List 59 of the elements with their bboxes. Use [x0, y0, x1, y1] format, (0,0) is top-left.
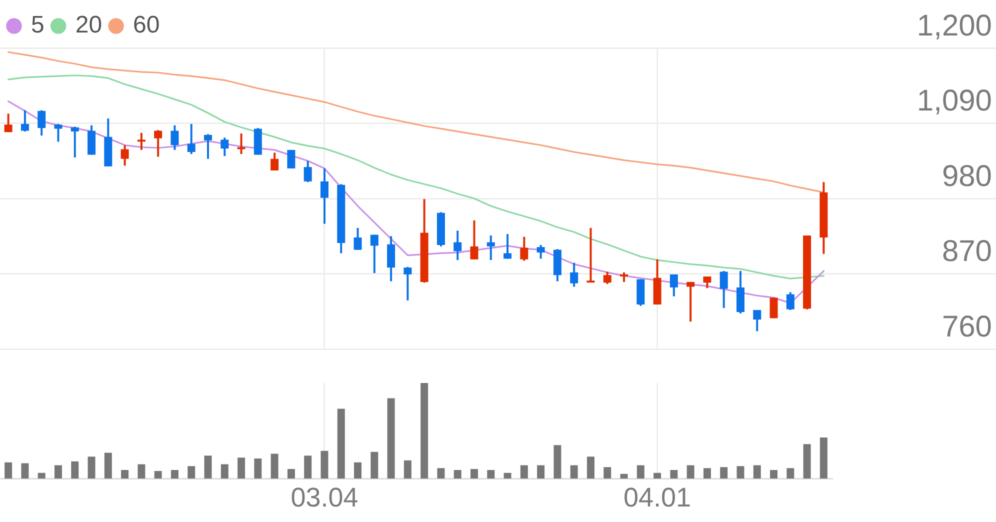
bar — [420, 383, 428, 479]
bar — [820, 437, 828, 479]
bar — [337, 408, 345, 479]
bar — [586, 456, 594, 479]
bar — [370, 452, 378, 479]
bar — [238, 458, 246, 479]
bar — [254, 458, 262, 479]
bar — [138, 464, 146, 479]
bar — [354, 462, 362, 479]
bar — [537, 465, 545, 479]
bar — [121, 470, 129, 479]
bar — [636, 465, 644, 479]
bar — [753, 465, 761, 479]
bar — [38, 472, 46, 479]
bar — [304, 456, 312, 479]
bar — [604, 467, 612, 479]
bar — [154, 470, 162, 479]
bar — [554, 445, 562, 479]
bar — [570, 465, 578, 479]
bar — [504, 472, 512, 479]
bar — [803, 444, 811, 479]
bar — [670, 470, 678, 479]
y-tick-label: 760 — [942, 310, 992, 344]
x-tick-label: 03.04 — [290, 482, 358, 512]
bar — [88, 456, 96, 479]
legend-label: 5 — [31, 12, 44, 39]
y-tick-label: 1,090 — [916, 84, 992, 118]
x-tick-label: 04.01 — [623, 482, 692, 512]
bar — [770, 470, 778, 479]
bar — [54, 465, 62, 479]
bar — [454, 470, 462, 479]
bar — [437, 468, 445, 479]
bar — [654, 472, 662, 479]
bar — [71, 461, 79, 479]
bar — [736, 466, 744, 479]
bar — [170, 470, 178, 479]
y-tick-label: 1,200 — [916, 9, 992, 42]
bar — [220, 464, 228, 479]
bar — [404, 460, 412, 479]
bar — [287, 469, 295, 479]
legend-label: 20 — [75, 12, 102, 39]
bar — [21, 463, 29, 479]
bar — [188, 466, 196, 479]
bar — [470, 469, 478, 479]
bar — [520, 465, 528, 479]
bar — [204, 456, 212, 479]
bar — [786, 468, 794, 479]
bar — [720, 467, 728, 479]
bar — [320, 450, 328, 479]
bar — [487, 470, 495, 479]
bar — [4, 462, 12, 479]
bar — [387, 398, 395, 479]
bar — [104, 452, 112, 479]
y-tick-label: 870 — [942, 235, 992, 268]
legend-label: 60 — [133, 12, 160, 39]
bar — [703, 468, 711, 479]
bar — [686, 465, 694, 479]
bar — [270, 454, 278, 479]
y-tick-label: 980 — [942, 160, 992, 193]
